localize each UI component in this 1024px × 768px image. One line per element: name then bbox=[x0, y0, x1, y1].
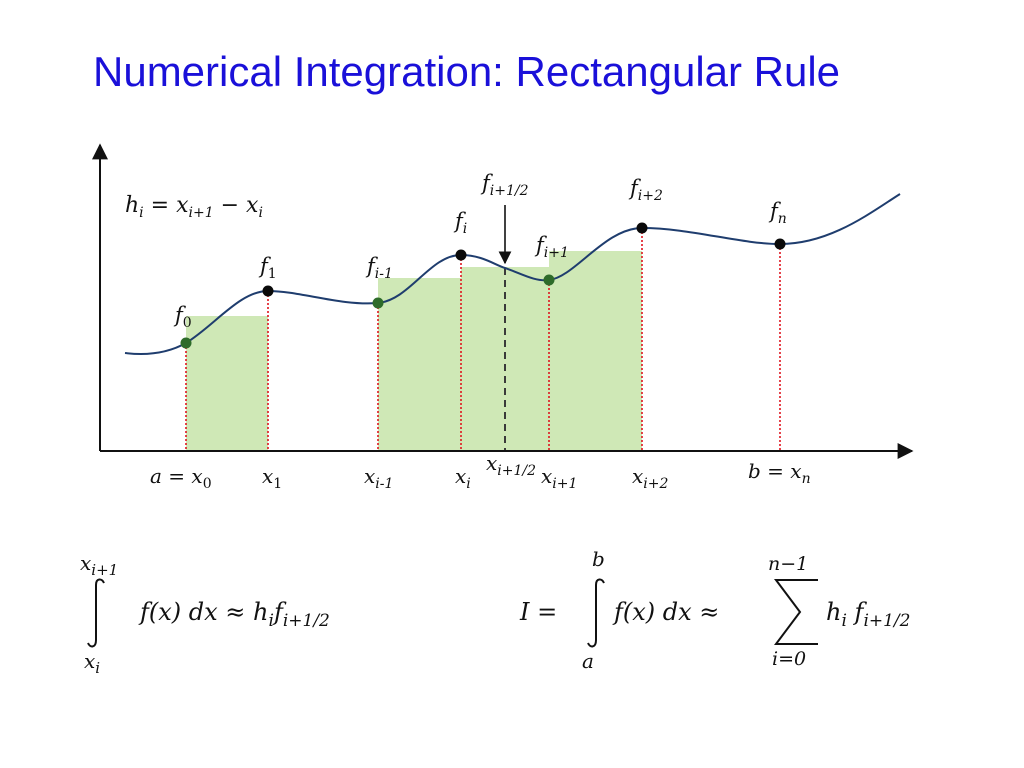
right-integral-sign bbox=[587, 578, 605, 648]
label-b-xn: b = xn bbox=[748, 459, 811, 487]
label-fi-minus-1: fi-1 bbox=[365, 254, 393, 282]
left-integral-sign bbox=[87, 578, 105, 648]
point-fi-plus-2 bbox=[636, 222, 648, 234]
label-a-x0: a = x0 bbox=[150, 464, 212, 492]
label-f1: f1 bbox=[258, 254, 277, 282]
point-f1 bbox=[262, 285, 274, 297]
sum-lower-limit: i=0 bbox=[772, 648, 806, 670]
rectangle-i-plus-1 bbox=[549, 251, 642, 451]
rectangle-i-minus-1 bbox=[378, 278, 461, 451]
point-fi-plus-1 bbox=[543, 274, 555, 286]
formula-single-interval: xi+1 xi f(x) dx ≈ hifi+1/2 bbox=[80, 551, 330, 677]
function-curve bbox=[124, 193, 901, 355]
point-f0 bbox=[180, 337, 192, 349]
point-fi-minus-1 bbox=[372, 297, 384, 309]
label-xi-minus-1: xi-1 bbox=[364, 464, 393, 492]
drop-lines bbox=[185, 228, 781, 451]
label-fi: fi bbox=[453, 209, 467, 237]
sum-term: hi fi+1/2 bbox=[826, 598, 910, 631]
axis-labels: a = x0 x1 xi-1 xi xi+1/2 xi+1 xi+2 b = x… bbox=[150, 451, 811, 492]
sigma-icon bbox=[774, 579, 818, 645]
label-xi: xi bbox=[455, 464, 471, 492]
point-fn bbox=[774, 238, 786, 250]
slide-title: Numerical Integration: Rectangular Rule bbox=[93, 48, 841, 95]
label-x-half: xi+1/2 bbox=[486, 451, 536, 479]
label-xi-plus-1: xi+1 bbox=[541, 464, 577, 492]
label-f-half: fi+1/2 bbox=[480, 171, 529, 199]
label-x1: x1 bbox=[262, 464, 282, 492]
right-integral-lower-limit: a bbox=[582, 649, 594, 673]
formula-composite-sum: I = b a f(x) dx ≈ n−1 i=0 hi fi+1/2 bbox=[519, 547, 910, 673]
rectangle-first bbox=[186, 316, 268, 451]
right-integral-upper-limit: b bbox=[592, 547, 605, 571]
step-formula: hi = xi+1 − xi bbox=[125, 193, 263, 221]
label-fi-plus-2: fi+2 bbox=[628, 176, 663, 204]
label-f0: f0 bbox=[173, 303, 192, 331]
left-integrand: f(x) dx ≈ hifi+1/2 bbox=[138, 598, 330, 631]
point-fi bbox=[455, 249, 467, 261]
label-fn: fn bbox=[768, 199, 787, 227]
sample-points bbox=[180, 222, 786, 349]
label-fi-plus-1: fi+1 bbox=[534, 233, 569, 261]
right-integrand: f(x) dx ≈ bbox=[612, 598, 719, 626]
left-integral-lower-limit: xi bbox=[84, 649, 100, 677]
sum-upper-limit: n−1 bbox=[768, 553, 808, 575]
label-xi-plus-2: xi+2 bbox=[632, 464, 668, 492]
right-lhs: I = bbox=[519, 598, 557, 626]
function-value-labels: f0 f1 fi-1 fi fi+1/2 fi+1 fi+2 fn bbox=[173, 171, 787, 331]
left-integral-upper-limit: xi+1 bbox=[80, 551, 118, 579]
